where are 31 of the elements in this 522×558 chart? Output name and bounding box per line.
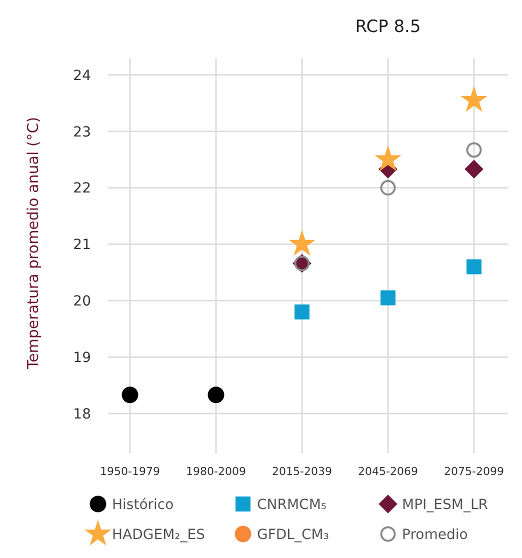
x-tick-label: 2015-2039 xyxy=(272,465,332,478)
point xyxy=(122,386,138,404)
x-tick-label: 2075-2099 xyxy=(444,465,504,478)
y-tick-label: 20 xyxy=(73,294,91,310)
x-tick-label: 1950-1979 xyxy=(100,465,160,478)
y-tick-label: 22 xyxy=(73,180,91,197)
y-axis-title: Temperatura promedio anual (°C) xyxy=(24,116,42,370)
point xyxy=(208,386,224,404)
y-tick-label: 18 xyxy=(73,406,91,422)
point xyxy=(380,290,396,306)
point xyxy=(374,145,402,172)
legend-label: GFDL_CM₃ xyxy=(257,526,329,543)
y-tick-label: 23 xyxy=(73,124,91,140)
chart-title: RCP 8.5 xyxy=(355,17,421,37)
y-tick-label: 24 xyxy=(73,68,92,84)
point xyxy=(466,259,482,274)
point xyxy=(466,142,482,158)
x-tick-label: 1980-2009 xyxy=(186,465,246,478)
legend-label: CNRMCM₅ xyxy=(257,496,327,513)
point xyxy=(464,160,484,179)
point xyxy=(288,230,316,256)
x-tick-label: 2045-2069 xyxy=(358,465,418,478)
y-tick-label: 21 xyxy=(73,237,91,254)
legend-label: Promedio xyxy=(402,526,468,543)
y-tick-label: 19 xyxy=(73,350,91,366)
legend-label: HADGEM₂_ES xyxy=(112,526,206,543)
legend-label: Histórico xyxy=(112,496,174,513)
point xyxy=(460,86,488,112)
point xyxy=(380,180,396,196)
point xyxy=(294,304,310,320)
legend-label: MPI_ESM_LR xyxy=(402,496,488,513)
